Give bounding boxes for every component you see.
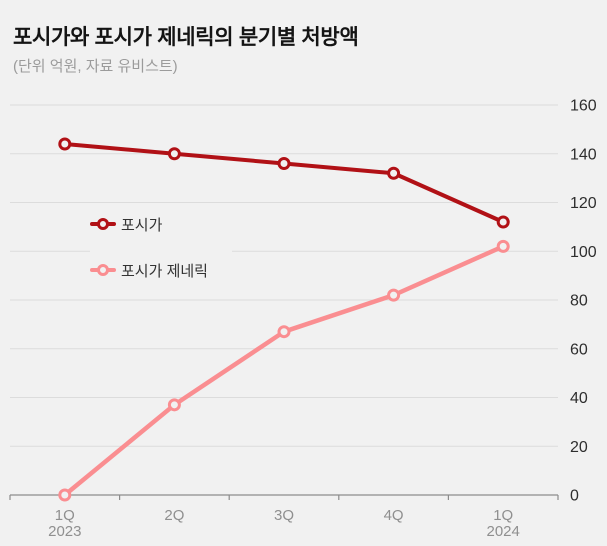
data-point [58, 488, 72, 502]
chart-subtitle: (단위 억원, 자료 유비스트) [13, 58, 178, 75]
x-axis-sublabel: 2024 [487, 523, 520, 540]
y-axis-label: 60 [570, 341, 588, 358]
data-point [167, 398, 181, 412]
x-axis-label: 4Q [384, 507, 404, 524]
forxiga-legend-marker [90, 218, 116, 230]
x-axis-label: 2Q [164, 507, 184, 524]
x-axis-label: 3Q [274, 507, 294, 524]
forxiga-generic-legend-dot-icon [97, 264, 109, 276]
forxiga-legend-dot-icon [97, 218, 109, 230]
data-point [58, 137, 72, 151]
gridlines [10, 104, 558, 447]
chart-title: 포시가와 포시가 제네릭의 분기별 처방액 [13, 26, 359, 49]
y-axis-label: 20 [570, 439, 588, 456]
y-axis-label: 100 [570, 244, 597, 261]
y-axis-label: 40 [570, 390, 588, 407]
y-axis-labels: 0 20 40 60 80 100 120 140 160 [570, 98, 597, 505]
legend-item-forxiga: 포시가 [90, 215, 232, 234]
y-axis-label: 140 [570, 146, 597, 163]
data-point [387, 288, 401, 302]
x-axis-label: 1Q [55, 507, 75, 524]
data-point [387, 166, 401, 180]
data-point [496, 239, 510, 253]
x-axis-sublabel: 2023 [48, 523, 81, 540]
data-point [277, 325, 291, 339]
series-line [62, 244, 506, 498]
x-axis-label: 1Q [493, 507, 513, 524]
y-axis-label: 0 [570, 488, 579, 505]
legend: 포시가 포시가 제네릭 [90, 213, 232, 281]
forxiga-generic-legend-marker [90, 264, 116, 276]
y-axis-label: 160 [570, 98, 597, 115]
x-axis [9, 494, 559, 500]
y-axis-label: 120 [570, 195, 597, 212]
series-lines [58, 137, 510, 502]
forxiga-generic-legend-label: 포시가 제네릭 [121, 262, 208, 280]
legend-item-forxiga-generic: 포시가 제네릭 [90, 261, 232, 280]
series-line [62, 142, 506, 224]
y-axis-label: 80 [570, 293, 588, 310]
forxiga-legend-label: 포시가 [121, 216, 163, 234]
data-point [496, 215, 510, 229]
data-point [167, 147, 181, 161]
data-point [277, 157, 291, 170]
